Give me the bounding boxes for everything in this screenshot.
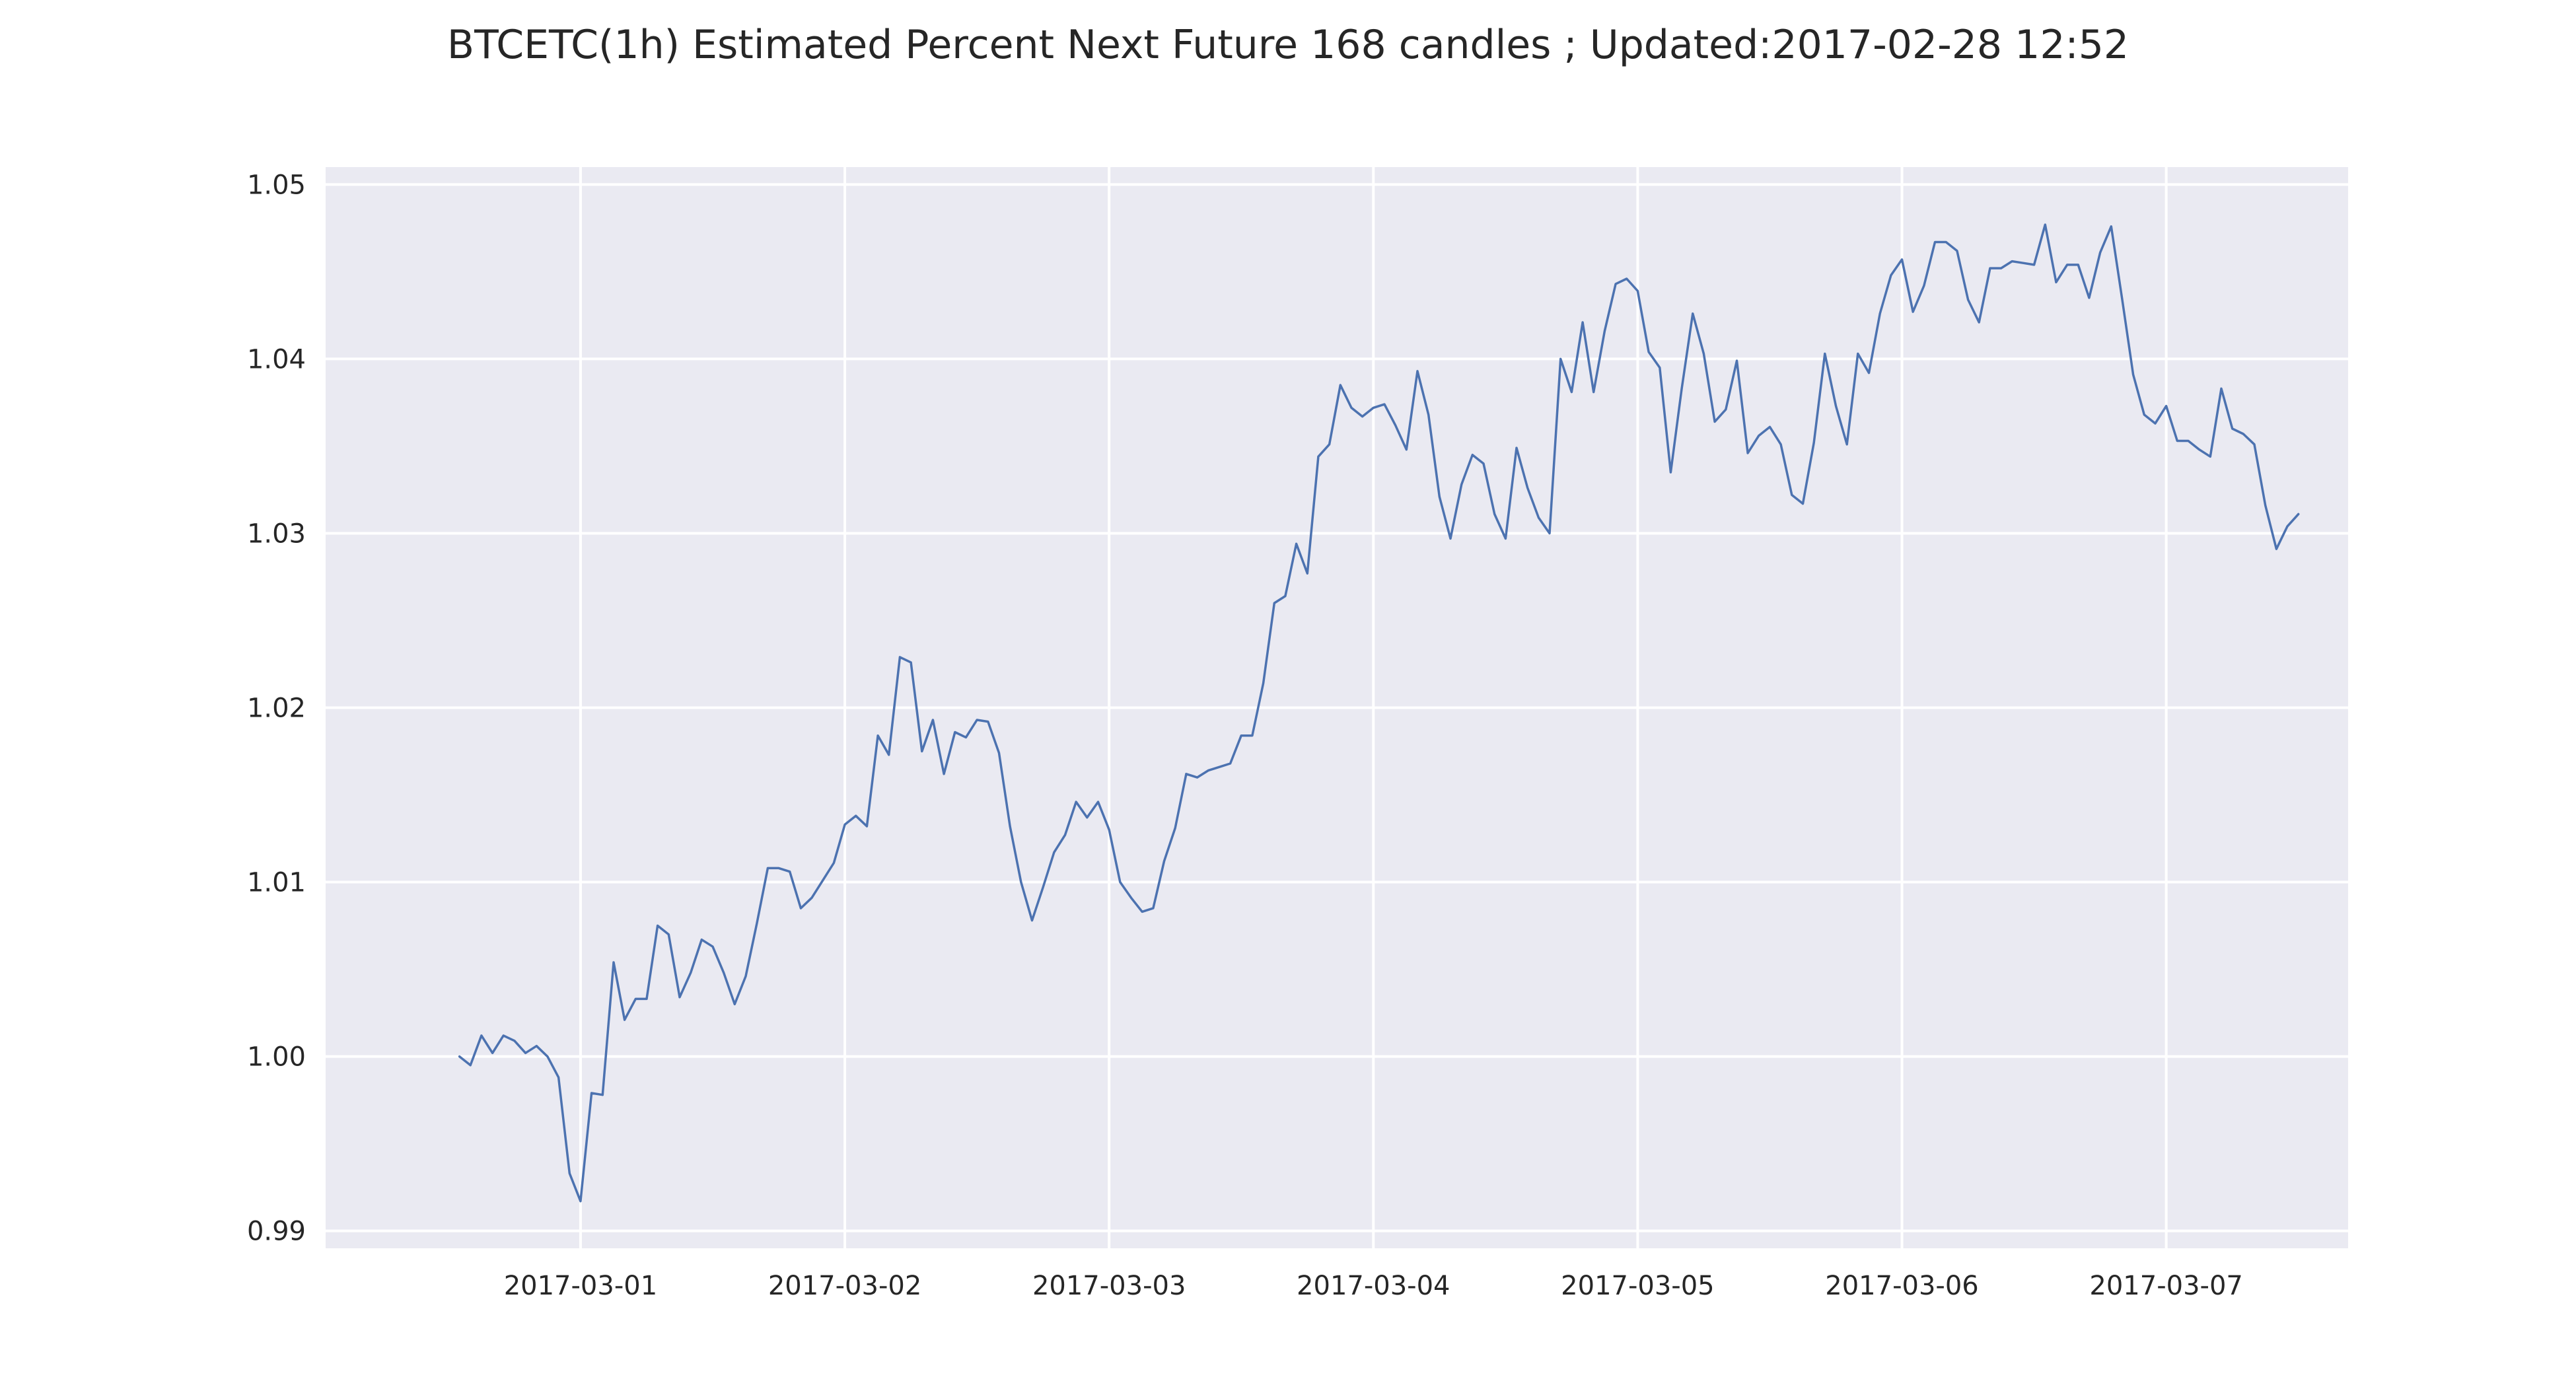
chart-title: BTCETC(1h) Estimated Percent Next Future…: [447, 22, 2129, 68]
y-grid: [326, 183, 2348, 1232]
y-tick-label: 1.00: [247, 1042, 306, 1073]
y-tick-label: 1.05: [247, 170, 306, 200]
x-tick-label: 2017-03-05: [1561, 1271, 1714, 1301]
x-tick-label: 2017-03-07: [2089, 1271, 2242, 1301]
y-tick-label: 1.03: [247, 518, 306, 549]
y-tick-label: 1.02: [247, 694, 306, 724]
series-group: [458, 223, 2300, 1203]
x-tick-label: 2017-03-03: [1032, 1271, 1186, 1301]
x-axis-ticks: 2017-03-01 2017-03-02 2017-03-03 2017-03-04…: [504, 1271, 2243, 1301]
x-tick-label: 2017-03-02: [768, 1271, 921, 1301]
y-tick-label: 1.01: [247, 868, 306, 898]
x-tick-label: 2017-03-06: [1825, 1271, 1978, 1301]
y-tick-label: 1.04: [247, 344, 306, 374]
x-tick-label: 2017-03-04: [1297, 1271, 1450, 1301]
y-axis-ticks: 0.99 1.00 1.01 1.02 1.03 1.04 1.05: [247, 170, 306, 1246]
x-tick-label: 2017-03-01: [504, 1271, 657, 1301]
y-tick-label: 0.99: [247, 1217, 306, 1247]
series-line: [458, 223, 2300, 1203]
